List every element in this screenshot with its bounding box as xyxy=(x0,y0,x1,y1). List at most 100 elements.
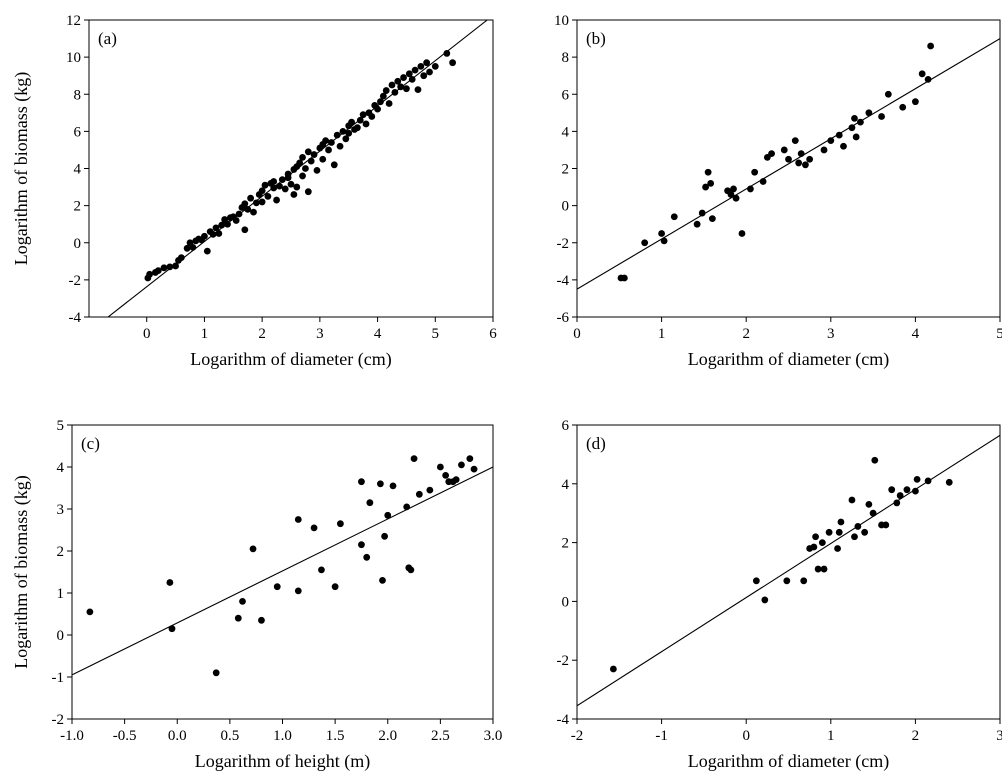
data-point xyxy=(302,165,309,172)
data-point xyxy=(215,230,223,237)
data-point xyxy=(284,170,292,178)
data-point xyxy=(310,151,318,158)
data-point xyxy=(854,523,862,530)
data-point xyxy=(388,81,396,89)
x-tick-label: 2.0 xyxy=(378,728,397,744)
panel-label: (c) xyxy=(81,434,100,453)
x-tick-label: 5 xyxy=(996,326,1002,342)
data-point xyxy=(385,100,393,107)
data-point xyxy=(436,463,444,471)
data-point xyxy=(358,478,365,486)
data-point xyxy=(411,66,419,74)
data-point xyxy=(768,150,775,158)
y-tick-label: 2 xyxy=(57,544,65,560)
data-point xyxy=(160,264,168,272)
x-tick-label: 6 xyxy=(489,326,497,342)
data-point xyxy=(359,111,367,119)
y-tick-label: 0 xyxy=(562,199,570,215)
regression-line xyxy=(577,434,1000,707)
data-point xyxy=(322,137,330,145)
panel-b: 0 1 2 3 4 5 -6 -4 -2 0 2 4 6 8 10 (b) Logarithm of diame… xyxy=(554,13,1002,370)
y-tick-label: -2 xyxy=(557,653,570,669)
data-point xyxy=(232,217,240,224)
data-point xyxy=(899,103,907,111)
regression-line xyxy=(577,38,1000,290)
x-axis-title: Logarithm of diameter (cm) xyxy=(688,349,889,370)
data-point xyxy=(702,183,709,191)
data-point xyxy=(785,155,792,163)
data-point xyxy=(878,113,885,120)
data-point xyxy=(287,180,295,188)
data-point xyxy=(172,262,179,270)
data-point xyxy=(166,263,174,271)
y-tick-label: 8 xyxy=(562,50,570,66)
data-point xyxy=(927,42,935,50)
data-point xyxy=(224,220,231,228)
y-tick-label: -2 xyxy=(69,273,82,289)
data-point xyxy=(707,179,715,187)
data-point xyxy=(330,161,338,169)
x-tick-label: 3 xyxy=(827,326,835,342)
x-tick-label: 3 xyxy=(316,326,324,342)
data-point xyxy=(470,465,478,473)
data-point xyxy=(882,521,890,529)
data-point xyxy=(414,86,422,94)
data-point xyxy=(325,146,332,154)
data-point xyxy=(727,191,735,198)
data-point xyxy=(356,116,364,124)
data-point xyxy=(408,76,416,83)
data-point xyxy=(218,221,226,229)
data-point xyxy=(336,520,344,528)
panel-label: (d) xyxy=(586,434,606,453)
data-point xyxy=(747,185,754,193)
data-point xyxy=(318,566,325,574)
data-point xyxy=(415,490,423,498)
data-point xyxy=(250,208,257,216)
y-tick-label: 8 xyxy=(74,87,82,103)
data-point xyxy=(466,455,474,462)
data-point xyxy=(336,142,344,150)
data-point xyxy=(379,92,387,100)
data-point xyxy=(861,528,869,536)
data-point xyxy=(296,159,304,167)
data-point xyxy=(270,184,278,192)
data-point xyxy=(423,59,431,67)
data-point xyxy=(209,230,217,238)
data-point xyxy=(924,477,932,485)
data-point xyxy=(888,486,896,494)
data-point xyxy=(851,533,858,541)
data-point xyxy=(294,587,302,595)
x-tick-label: 3.0 xyxy=(484,728,503,744)
data-point xyxy=(348,118,355,126)
data-point xyxy=(247,194,255,202)
data-point xyxy=(168,625,176,633)
panel-c: -1.0 -0.5 0.0 0.5 1.0 1.5 2.0 2.5 3.0 -2 -1 0 1 2 3 4 5 (… xyxy=(11,418,502,772)
data-point xyxy=(258,187,266,195)
data-point xyxy=(273,196,280,204)
x-tick-label: 5 xyxy=(432,326,440,342)
data-point xyxy=(331,583,339,591)
data-point xyxy=(400,74,407,81)
data-point xyxy=(857,118,864,126)
data-point xyxy=(234,614,242,622)
data-point xyxy=(299,153,306,161)
x-tick-label: -1.0 xyxy=(60,728,84,744)
y-tick-label: 2 xyxy=(562,536,570,552)
y-axis-title: Logarithm of biomass (kg) xyxy=(11,72,32,265)
y-tick-label: 12 xyxy=(66,13,81,29)
data-point xyxy=(379,577,386,584)
data-point xyxy=(835,528,843,536)
x-tick-label: 1.5 xyxy=(326,728,345,744)
data-point xyxy=(751,168,759,176)
y-tick-label: 6 xyxy=(562,87,570,103)
data-point xyxy=(345,129,353,137)
x-tick-label: -2 xyxy=(571,728,584,744)
data-point xyxy=(281,185,289,193)
x-tick-label: 4 xyxy=(912,326,920,342)
data-point xyxy=(294,516,302,523)
y-tick-label: 0 xyxy=(562,594,570,610)
data-point xyxy=(896,492,904,499)
data-point xyxy=(249,545,257,553)
data-point xyxy=(884,90,892,98)
x-axis-title: Logarithm of height (m) xyxy=(195,751,370,772)
